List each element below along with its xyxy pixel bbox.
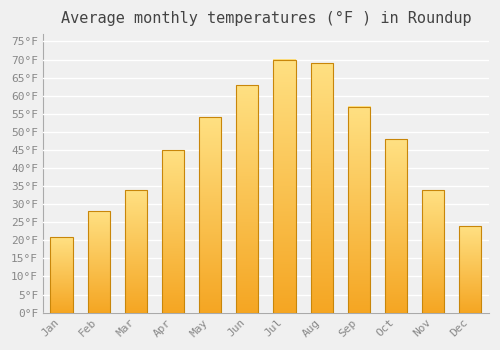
- Bar: [459, 226, 481, 313]
- Bar: [88, 211, 110, 313]
- Bar: [199, 117, 222, 313]
- Bar: [348, 106, 370, 313]
- Bar: [310, 63, 333, 313]
- Bar: [162, 150, 184, 313]
- Bar: [124, 190, 147, 313]
- Bar: [385, 139, 407, 313]
- Bar: [236, 85, 258, 313]
- Bar: [422, 190, 444, 313]
- Title: Average monthly temperatures (°F ) in Roundup: Average monthly temperatures (°F ) in Ro…: [60, 11, 471, 26]
- Bar: [50, 237, 72, 313]
- Bar: [274, 60, 295, 313]
